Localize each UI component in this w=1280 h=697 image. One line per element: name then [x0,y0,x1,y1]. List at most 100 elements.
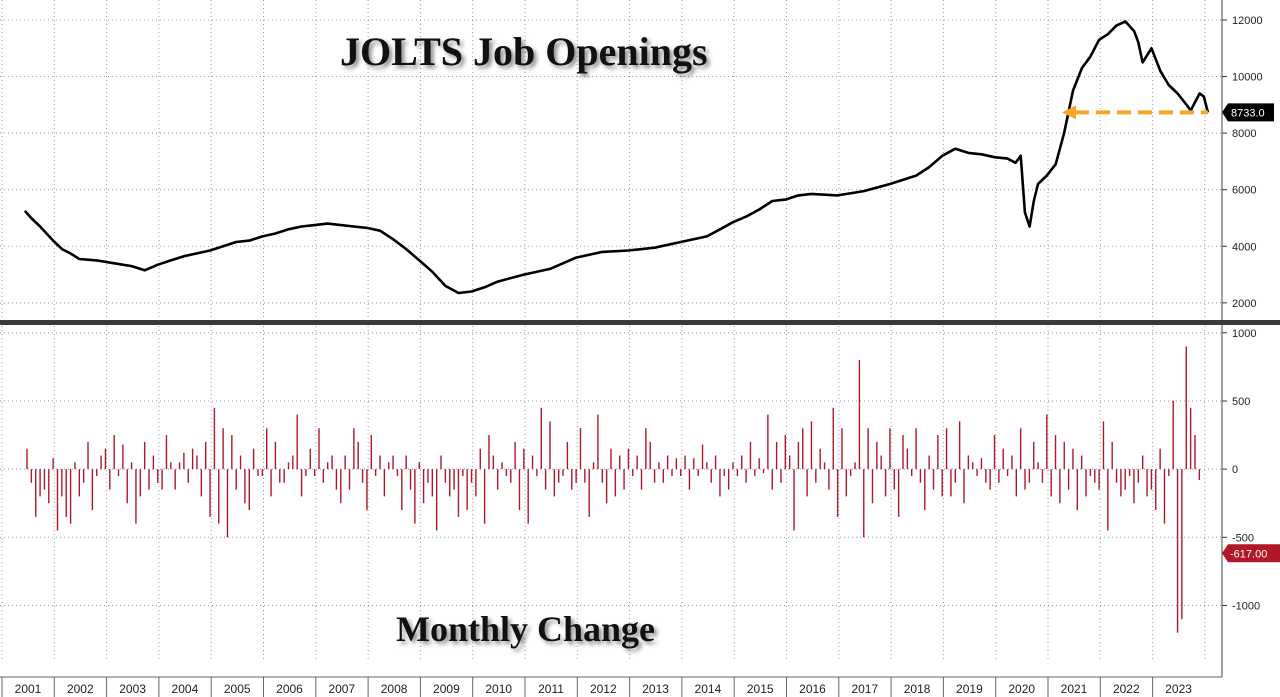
change-bar [510,469,512,483]
change-bar [562,469,564,476]
change-bar [701,444,704,470]
change-bar [828,469,830,490]
change-bar [475,469,477,497]
change-bar [226,469,229,538]
x-axis-year-label: 2007 [328,682,355,696]
bottom-y-tick-label: 1000 [1232,328,1256,340]
change-bar [1120,469,1122,497]
change-bar [61,469,63,497]
change-bar [287,462,290,470]
change-bar [710,469,712,483]
change-bar [784,435,787,470]
bottom-y-tick-label: -500 [1232,532,1254,544]
change-bar [231,435,233,470]
change-bar [492,455,495,470]
change-bar [1181,469,1183,620]
change-bar [457,469,460,517]
change-bar [139,469,142,497]
change-bar [161,469,163,490]
change-bar [313,469,316,476]
change-bar [1067,469,1070,490]
change-bar [536,469,538,476]
change-bar [915,428,917,470]
change-bar [196,455,198,470]
change-bar [1159,448,1161,470]
job-openings-line-layer [23,20,1210,295]
change-bar [666,455,669,470]
change-bar [745,469,747,483]
change-bar [714,455,717,470]
bottom-y-axis: -1000 -500 0 500 1000 [1222,328,1260,612]
change-bar [427,469,429,483]
change-bar [422,469,425,504]
change-bar [871,469,874,504]
change-bar [976,469,978,476]
change-bar [723,469,726,476]
change-bar [357,441,359,470]
change-bar [671,469,673,476]
x-axis-year-label: 2011 [538,682,564,696]
change-bar [74,462,76,470]
change-bar [854,462,856,470]
change-bar [771,469,773,490]
x-axis-year-label: 2017 [851,682,878,696]
change-bar [1037,462,1039,470]
change-bar [1146,469,1148,497]
panel-frame [0,0,1280,677]
change-bar [619,455,621,470]
change-bar [78,469,80,497]
change-bar [592,462,595,470]
monthly-change-bars [26,346,1201,633]
change-bar [928,455,930,470]
change-bar [762,469,765,474]
change-bar [849,469,852,476]
change-bar [1194,435,1196,470]
change-bar [958,421,961,470]
change-bar [1176,469,1179,633]
change-bar [727,469,730,490]
change-bar [1102,421,1105,470]
x-axis-year-label: 2013 [642,682,669,696]
change-bar [1072,448,1074,470]
change-bar [496,469,499,490]
change-bar [292,455,294,470]
change-bar [584,469,586,483]
change-bar [248,469,250,511]
change-bar [1115,469,1118,483]
change-bar [841,428,843,470]
change-bar [30,469,33,483]
change-bar [605,469,608,504]
change-bar [1133,469,1135,504]
change-bar [985,469,987,483]
change-bar [1150,469,1153,490]
change-bar [366,469,368,511]
change-bar [143,441,146,470]
change-bar [588,469,590,517]
change-bar [466,469,468,511]
change-bar [1189,407,1192,470]
change-bar [405,455,407,470]
change-bar [449,469,451,497]
change-bar [749,441,752,470]
change-bar [135,469,137,524]
change-bar [911,469,913,476]
change-bar [889,428,891,470]
change-bar [697,469,699,476]
change-bar [1011,455,1013,470]
change-bar [431,469,434,497]
change-bar [261,469,264,476]
change-bar [793,469,795,531]
change-bar [884,469,887,497]
change-bar [122,444,124,470]
change-bar [810,421,813,470]
change-bar [383,469,386,497]
latest-value-arrow: 8733.0 -617.00 [1062,103,1280,563]
change-bar [322,469,325,483]
change-bar [540,407,542,470]
change-bar [65,469,67,517]
top-y-tick-label: 6000 [1232,185,1256,197]
change-bar [418,462,420,470]
change-bar [48,469,50,504]
change-bar [719,469,721,497]
bottom-y-tick-label: -1000 [1232,600,1260,612]
